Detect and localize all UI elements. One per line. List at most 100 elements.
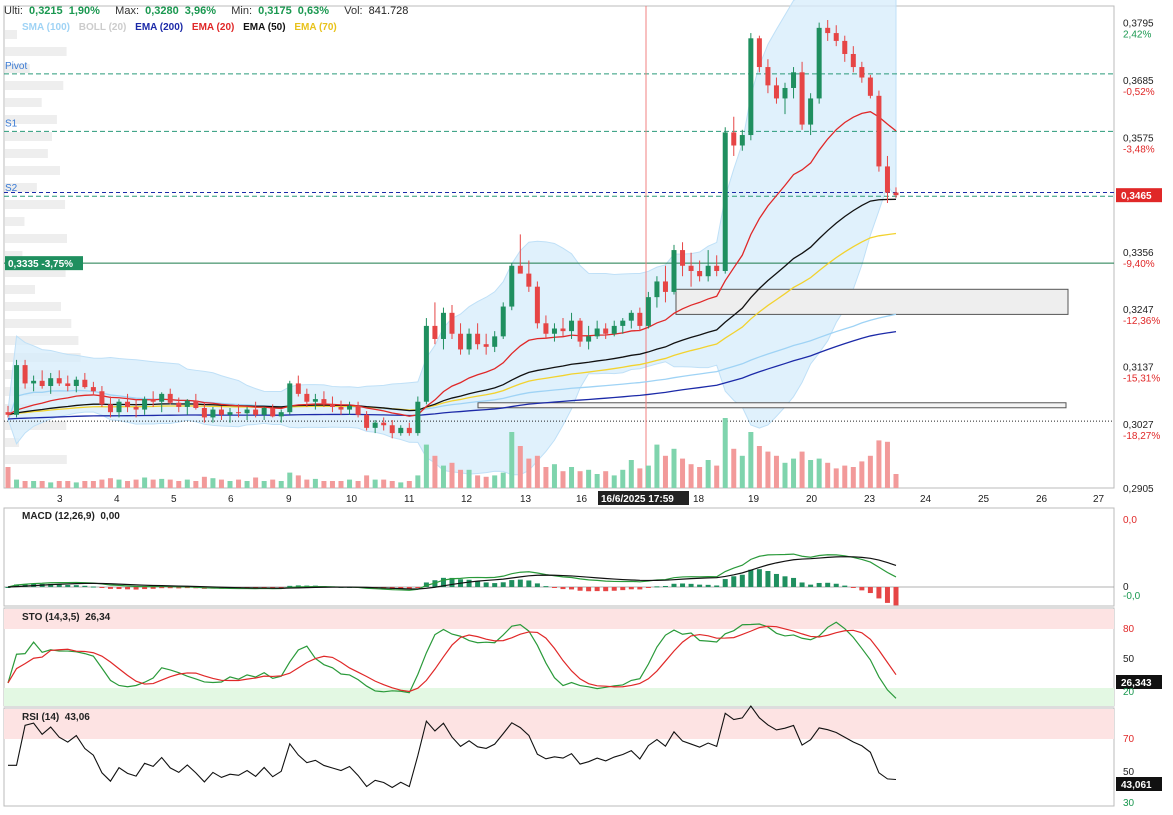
volume-bar [99,479,105,488]
macd-histogram-bar [509,580,515,587]
legend-ema70[interactable]: EMA (70) [294,22,337,33]
sto-axis-label: 80 [1123,624,1135,635]
volume-bar [372,479,378,488]
macd-histogram-bar [116,587,122,590]
rsi-name: RSI (14) [22,712,60,723]
volume-bar [159,478,165,488]
legend-ema200[interactable]: EMA (200) [135,22,184,33]
candle-body [586,336,592,342]
candle-body [799,72,805,125]
volume-bar [756,446,762,488]
rsi-value-tag: 43,061 [1121,780,1152,791]
macd-histogram-bar [697,584,703,587]
macd-histogram-bar [82,585,88,587]
candle-body [142,399,148,410]
candle-body [628,312,634,321]
macd-histogram-bar [816,582,822,587]
macd-histogram-bar [423,582,429,587]
min-value: 0,3175 [258,5,292,17]
x-axis-label: 4 [114,494,120,505]
candle-body [517,265,523,274]
macd-histogram-bar [167,587,173,589]
macd-histogram-bar [406,587,412,590]
macd-histogram-bar [415,587,421,588]
macd-histogram-bar [500,582,506,587]
y-axis-pct-label: -18,27% [1123,431,1160,442]
legend-sma100[interactable]: SMA (100) [22,22,70,33]
candle-body [560,328,566,332]
candle-body [842,40,848,54]
candle-body [253,409,259,415]
volume-profile-bar [5,336,79,345]
macd-value: 0,00 [100,511,120,522]
candle-body [73,379,79,387]
volume-profile-bar [5,98,42,107]
macd-histogram-bar [99,587,105,588]
legend-ema20[interactable]: EMA (20) [191,22,235,33]
volume-bar [560,471,566,488]
candle-body [449,312,455,334]
macd-histogram-bar [176,587,182,589]
candle-body [756,38,762,68]
ema70-line [7,232,897,416]
candle-body [833,33,839,41]
volume-bar [483,476,489,488]
candle-body [791,72,797,88]
macd-histogram-bar [475,581,481,587]
min-label: Min: [231,5,253,17]
volume-profile-bar [5,234,67,243]
candle-body [731,132,737,146]
macd-histogram-bar [680,583,686,587]
volume-bar [500,472,506,488]
candle-body [509,265,515,307]
candle-body [654,281,660,298]
max-pct: 3,96% [184,5,216,17]
rsi-axis-label: 30 [1123,798,1135,809]
legend-ema50[interactable]: EMA (50) [243,22,286,33]
x-axis-label: 20 [806,494,818,505]
candle-body [355,405,361,415]
volume-bar [569,467,575,488]
macd-histogram-bar [893,587,899,606]
volume-bar [381,479,387,488]
zone-rect-upper [675,288,1069,315]
sto-name: STO (14,3,5) [22,612,80,623]
candle-body [876,95,882,167]
volume-bar [466,469,472,488]
macd-histogram-bar [884,587,890,603]
volume-bar [492,475,498,488]
volume-profile-bar [5,285,35,294]
legend-boll20[interactable]: BOLL (20) [78,22,127,33]
macd-histogram-bar [722,579,728,587]
macd-histogram-bar [867,587,873,594]
volume-bar [825,462,831,488]
last-price-tag-bg [1116,188,1162,203]
y-axis-price-label: 0,3575 [1123,134,1154,145]
y-axis-price-label: 0,3795 [1123,19,1154,30]
macd-histogram-bar [586,587,592,592]
candle-body [850,53,856,68]
macd-line [7,553,897,591]
macd-histogram-bar [594,587,600,592]
volume-bar [150,479,156,488]
vol-value: 841.728 [368,5,409,17]
volume-profile-bar [5,319,72,328]
volume-bar [893,474,899,488]
max-label: Max: [115,5,140,17]
sto-tag-bg [1116,675,1162,689]
left-marker-bg [5,256,83,271]
zone-rect-lower [477,402,1067,409]
candle-body [176,402,182,407]
volume-bar [56,481,62,488]
candle-body [150,399,156,402]
volume-bar [415,475,421,488]
macd-histogram-bar [22,583,28,587]
candle-body [483,344,489,347]
candle-body [526,273,532,287]
volume-bar [628,460,634,488]
macd-histogram-bar [90,586,96,588]
volume-bar [287,472,293,488]
volume-profile-bar [5,438,20,447]
